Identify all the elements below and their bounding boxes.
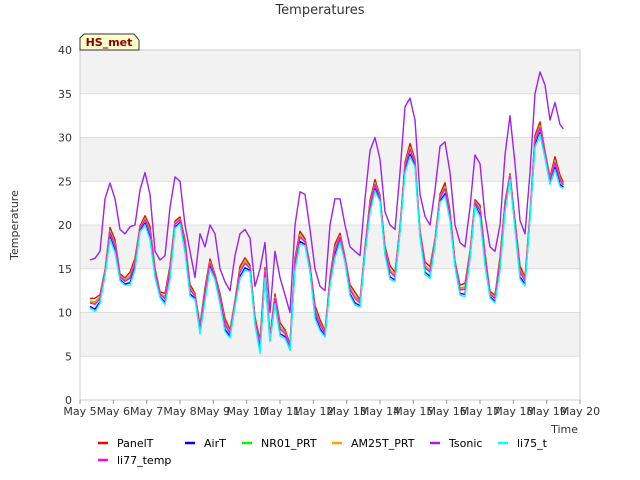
plot-band bbox=[80, 312, 580, 357]
plot-band bbox=[80, 137, 580, 182]
x-tick-label: May 5 bbox=[63, 405, 96, 418]
x-tick-label: May 19 bbox=[527, 405, 567, 418]
series-lines bbox=[89, 71, 564, 355]
y-tick-label: 25 bbox=[58, 175, 72, 188]
legend: PanelT AirT NR01_PRT AM25T_PRT Tsonic li75_tl… bbox=[98, 437, 548, 467]
plot-band bbox=[80, 50, 580, 94]
x-tick-label: May 18 bbox=[493, 405, 533, 418]
x-tick-label: May 9 bbox=[197, 405, 230, 418]
y-tick-labels: 0 5 10 15 20 25 30 35 40 bbox=[58, 44, 72, 407]
y-tick-label: 5 bbox=[65, 350, 72, 363]
legend-label: li75_t bbox=[517, 437, 548, 450]
x-tick-label: May 6 bbox=[97, 405, 130, 418]
y-axis-label: Temperature bbox=[8, 190, 21, 261]
x-tick-label: May 11 bbox=[260, 405, 300, 418]
legend-label: NR01_PRT bbox=[261, 437, 317, 450]
x-tick-label: May 8 bbox=[163, 405, 196, 418]
x-tick-label: May 15 bbox=[393, 405, 433, 418]
x-tick-label: May 12 bbox=[293, 405, 333, 418]
legend-label: Tsonic bbox=[448, 437, 482, 450]
x-axis-label: Time bbox=[550, 423, 578, 436]
x-tick-label: May 17 bbox=[460, 405, 500, 418]
plot-frame bbox=[79, 49, 581, 401]
x-tick-label: May 7 bbox=[130, 405, 163, 418]
y-tick-label: 35 bbox=[58, 88, 72, 101]
y-tick-label: 30 bbox=[58, 132, 72, 145]
y-tick-label: 0 bbox=[65, 394, 72, 407]
legend-label: PanelT bbox=[117, 437, 154, 450]
chart-title: Temperatures bbox=[274, 3, 364, 18]
x-tick-label: May 13 bbox=[327, 405, 367, 418]
x-tick-label: May 20 bbox=[560, 405, 600, 418]
legend-label: AM25T_PRT bbox=[351, 437, 415, 450]
x-tick-label: May 14 bbox=[360, 405, 400, 418]
series-line-tsonic bbox=[89, 71, 564, 314]
y-tick-label: 20 bbox=[58, 219, 72, 232]
plot-background-bands bbox=[80, 50, 580, 357]
y-tick-label: 40 bbox=[58, 44, 72, 57]
series-line-li75_t bbox=[89, 133, 564, 355]
legend-label: li77_temp bbox=[117, 454, 171, 467]
y-tick-label: 15 bbox=[58, 263, 72, 276]
x-tick-label: May 10 bbox=[227, 405, 267, 418]
badge-label: HS_met bbox=[86, 36, 133, 49]
badge-shape bbox=[79, 33, 140, 51]
x-tick-label: May 16 bbox=[427, 405, 467, 418]
legend-label: AirT bbox=[204, 437, 226, 450]
y-tick-label: 10 bbox=[58, 307, 72, 320]
badge: HS_met bbox=[79, 33, 140, 51]
